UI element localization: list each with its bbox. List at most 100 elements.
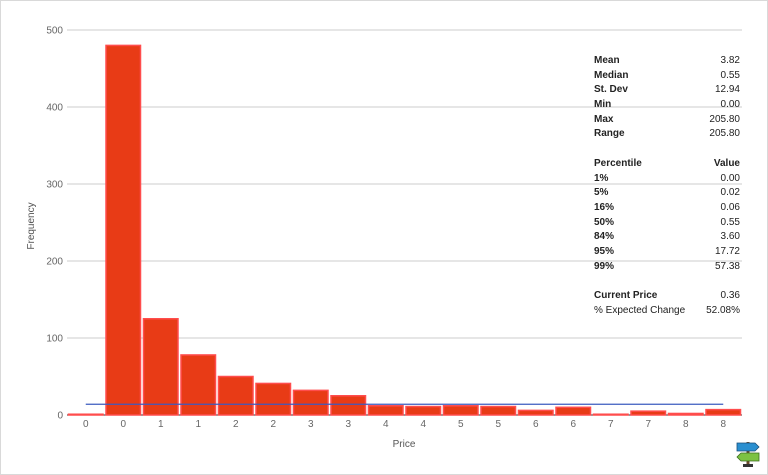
histogram-bar <box>67 413 104 416</box>
y-tick-label: 400 <box>46 103 63 114</box>
stat-label: Mean <box>594 55 620 66</box>
percentile-header-value: Value <box>713 157 740 169</box>
x-tick-label: 8 <box>683 419 689 430</box>
price-stats: Current Price 0.36 % Expected Change 52.08% <box>594 289 740 318</box>
stat-value: 0.36 <box>720 290 740 301</box>
stat-label: 84% <box>594 231 615 243</box>
stat-value: 52.08% <box>706 304 740 316</box>
stat-row: 95% 17.72 <box>594 245 740 260</box>
x-tick-label: 7 <box>645 419 651 430</box>
stat-row: Max 205.80 <box>594 113 740 128</box>
x-tick-label: 8 <box>720 419 726 430</box>
stat-row: 16% 0.06 <box>594 201 740 216</box>
x-tick-label: 1 <box>158 419 164 430</box>
histogram-bar <box>405 405 442 416</box>
stat-label: Median <box>594 69 629 81</box>
statistics-panel: Mean 3.82 Median 0.55 St. Dev 12.94 Min 0.00 Max… <box>594 54 740 318</box>
stat-row: % Expected Change 52.08% <box>594 304 740 319</box>
stat-label: St. Dev <box>594 84 628 96</box>
stat-label: 95% <box>594 245 615 257</box>
histogram-bar <box>367 405 404 416</box>
stat-label: Current Price <box>594 290 658 301</box>
gridlines <box>67 29 742 416</box>
x-tick-label: 4 <box>420 419 426 430</box>
histogram-bar <box>480 405 517 416</box>
stat-label: 1% <box>594 172 609 184</box>
x-tick-label: 0 <box>120 419 126 430</box>
stat-value: 17.72 <box>714 245 740 257</box>
histogram-bar <box>630 410 667 416</box>
stat-row: Current Price 0.36 <box>594 289 740 304</box>
percentile-header: Percentile Value <box>594 157 740 172</box>
x-tick-label: 7 <box>608 419 614 430</box>
stat-row: St. Dev 12.94 <box>594 83 740 98</box>
y-tick-label: 100 <box>46 334 63 345</box>
stat-value: 0.55 <box>720 69 740 81</box>
y-tick-label: 200 <box>46 257 63 268</box>
histogram-bar <box>255 382 292 416</box>
histogram-bar <box>592 413 629 416</box>
y-tick-label: 500 <box>46 26 63 37</box>
stat-label: 99% <box>594 260 615 272</box>
histogram-bar <box>705 408 742 416</box>
x-tick-label: 2 <box>270 419 276 430</box>
stat-value: 0.00 <box>720 172 740 184</box>
stat-row: 5% 0.02 <box>594 186 740 201</box>
x-tick-label: 2 <box>233 419 239 430</box>
histogram-bar <box>292 389 329 416</box>
histogram-bar <box>330 395 367 416</box>
stat-value: 3.60 <box>720 231 740 243</box>
y-axis-title: Frequency <box>26 202 37 249</box>
stat-row: Min 0.00 <box>594 98 740 113</box>
y-tick-label: 300 <box>46 180 63 191</box>
stat-value: 0.55 <box>720 216 740 228</box>
x-tick-label: 3 <box>308 419 314 430</box>
signpost-icon <box>736 442 760 467</box>
stat-label: 50% <box>594 216 615 228</box>
stat-label: Range <box>594 128 625 140</box>
stat-row: 84% 3.60 <box>594 230 740 245</box>
stat-label: 5% <box>594 187 609 199</box>
stat-label: % Expected Change <box>594 304 686 316</box>
histogram-bar <box>180 354 217 416</box>
stat-value: 3.82 <box>720 55 740 66</box>
percentile-header-label: Percentile <box>594 157 642 169</box>
summary-stats: Mean 3.82 Median 0.55 St. Dev 12.94 Min 0.00 Max… <box>594 54 740 142</box>
stat-row: 1% 0.00 <box>594 172 740 187</box>
bars <box>67 44 742 416</box>
x-tick-label: 5 <box>458 419 464 430</box>
x-tick-label: 4 <box>383 419 389 430</box>
histogram-bar <box>442 405 479 416</box>
x-tick-label: 1 <box>195 419 201 430</box>
stat-label: 16% <box>594 201 615 213</box>
stat-row: Range 205.80 <box>594 127 740 142</box>
x-tick-label: 5 <box>495 419 501 430</box>
stat-value: 57.38 <box>714 260 740 272</box>
x-tick-label: 6 <box>533 419 539 430</box>
histogram-bar <box>517 409 554 416</box>
stat-label: Min <box>594 99 612 111</box>
percentile-stats: 1% 0.00 5% 0.02 16% 0.06 50% 0.55 84% 3.60 95% 17.7… <box>594 172 740 275</box>
stat-row: Median 0.55 <box>594 69 740 84</box>
stat-value: 0.00 <box>720 99 740 111</box>
histogram-bar <box>667 412 704 416</box>
stat-value: 12.94 <box>714 84 740 96</box>
y-axis-ticks: 0 100 200 300 400 500 <box>46 26 63 422</box>
y-tick-label: 0 <box>57 411 63 422</box>
stat-value: 205.80 <box>709 128 740 140</box>
stat-row: Mean 3.82 <box>594 54 740 69</box>
histogram-bar <box>217 375 254 416</box>
stat-value: 0.06 <box>720 201 740 213</box>
histogram-bar <box>105 44 142 416</box>
stat-label: Max <box>594 113 614 125</box>
stat-value: 0.02 <box>720 187 740 199</box>
x-tick-label: 3 <box>345 419 351 430</box>
stat-value: 205.80 <box>709 113 740 125</box>
stat-row: 99% 57.38 <box>594 260 740 275</box>
stat-row: 50% 0.55 <box>594 216 740 231</box>
histogram-bar <box>555 406 592 416</box>
histogram-bar <box>142 318 179 416</box>
x-tick-label: 6 <box>570 419 576 430</box>
x-axis-ticks: 0 0 1 1 2 2 3 3 4 4 5 5 6 6 7 7 8 8 <box>83 419 727 430</box>
